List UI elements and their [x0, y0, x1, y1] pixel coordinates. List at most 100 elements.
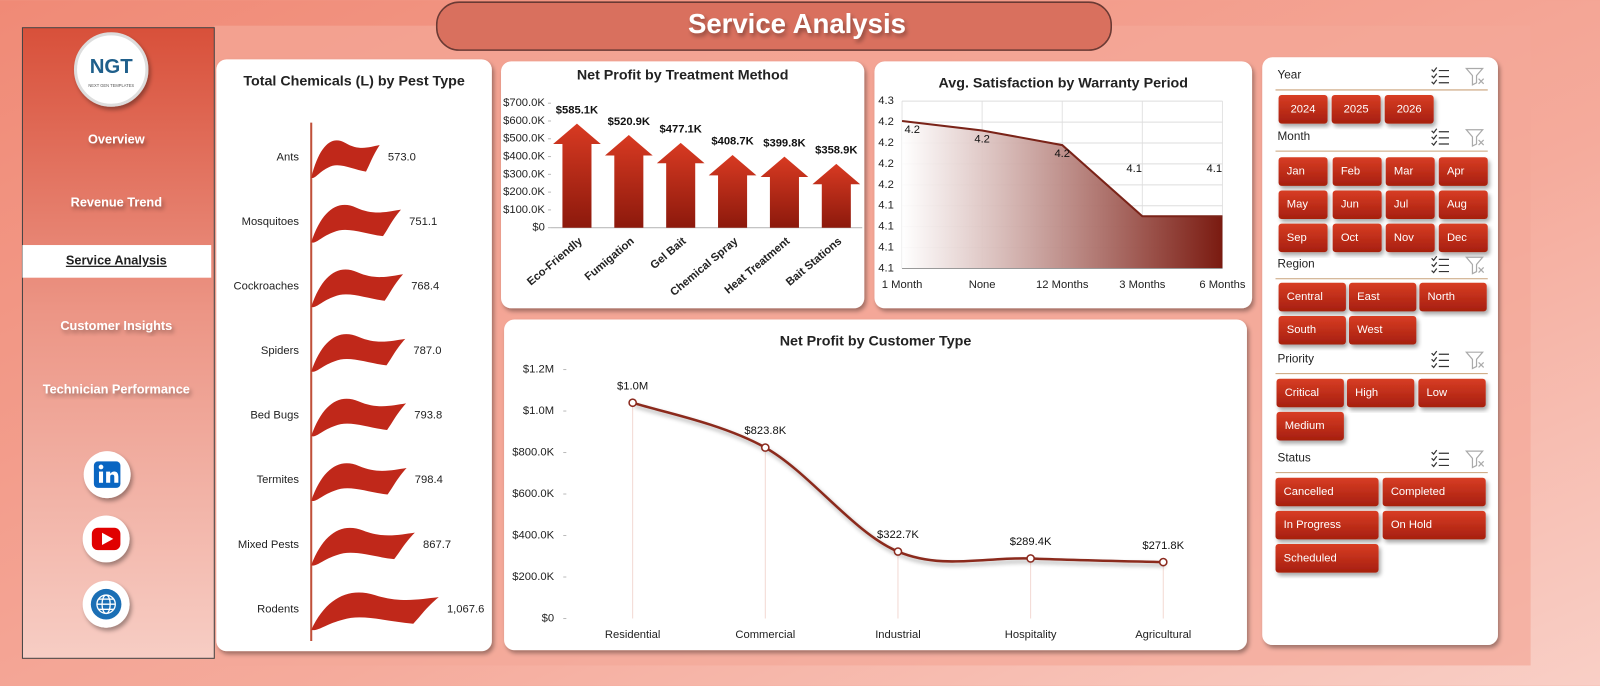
slicer-option[interactable]: On Hold: [1391, 519, 1432, 531]
clear-filter-icon[interactable]: [1464, 256, 1485, 275]
slicer-button[interactable]: [1332, 157, 1382, 186]
slicer-title: Region: [1278, 258, 1315, 271]
multi-select-icon[interactable]: [1431, 128, 1449, 146]
slicer-button[interactable]: [1278, 190, 1328, 220]
slicer-button[interactable]: [1276, 378, 1344, 408]
slicer-option[interactable]: Scheduled: [1284, 552, 1337, 564]
slicer-option[interactable]: 2026: [1397, 103, 1422, 115]
nav-item[interactable]: Technician Performance: [43, 381, 190, 396]
data-label: $520.9K: [608, 116, 650, 128]
slicer-option[interactable]: South: [1287, 324, 1316, 336]
slicer-button[interactable]: [1275, 544, 1379, 573]
slicer-button[interactable]: [1438, 223, 1488, 253]
slicer-button[interactable]: [1438, 190, 1488, 220]
nav-item[interactable]: Service Analysis: [66, 253, 167, 268]
y-tick-label: $200.0K: [503, 186, 545, 198]
slicer-button[interactable]: [1278, 315, 1346, 345]
slicer-button[interactable]: [1348, 282, 1417, 312]
slicer-option[interactable]: Critical: [1285, 387, 1319, 399]
slicer-option[interactable]: Jun: [1341, 199, 1359, 211]
bar: [311, 463, 407, 501]
slicer-button[interactable]: [1278, 95, 1328, 124]
slicer-button[interactable]: [1418, 378, 1486, 408]
nav-item[interactable]: Overview: [88, 131, 145, 146]
data-label: 798.4: [415, 474, 443, 486]
clear-filter-icon[interactable]: [1464, 67, 1485, 86]
slicer-option[interactable]: Cancelled: [1284, 486, 1334, 498]
chart-title: Avg. Satisfaction by Warranty Period: [939, 76, 1188, 92]
globe-lines: [96, 594, 116, 615]
x-tick-label: None: [969, 279, 996, 291]
chart-title: Net Profit by Treatment Method: [577, 67, 789, 83]
bar: [311, 398, 407, 437]
multi-select-icon[interactable]: [1431, 350, 1449, 369]
slicer-button[interactable]: [1278, 282, 1346, 312]
data-label: $823.8K: [744, 425, 786, 437]
slicer-button[interactable]: [1275, 477, 1379, 507]
logo: [73, 32, 149, 107]
slicer-button[interactable]: [1331, 95, 1381, 124]
linkedin-glyph: [98, 471, 104, 483]
social-icons: [82, 451, 131, 628]
nav-item[interactable]: Revenue Trend: [71, 195, 162, 210]
slicer-option[interactable]: In Progress: [1284, 519, 1342, 531]
bar: [656, 142, 705, 228]
slicer-option[interactable]: Central: [1287, 291, 1323, 303]
bar: [812, 163, 861, 228]
slicer-button[interactable]: [1382, 510, 1486, 540]
slicer-button[interactable]: [1278, 223, 1328, 253]
slicer-option[interactable]: High: [1355, 387, 1378, 399]
slicer-option[interactable]: Oct: [1341, 232, 1359, 244]
slicer-option[interactable]: Sep: [1287, 232, 1307, 244]
slicer-button[interactable]: [1275, 510, 1379, 540]
slicer-option[interactable]: East: [1357, 291, 1380, 303]
slicer-option[interactable]: Aug: [1447, 199, 1467, 211]
y-tick-label: 4.2: [878, 137, 894, 149]
slicer-option[interactable]: North: [1428, 291, 1455, 303]
slicer-option[interactable]: Completed: [1391, 486, 1445, 498]
nav-item[interactable]: Customer Insights: [60, 318, 172, 333]
slicer-option[interactable]: 2024: [1291, 103, 1316, 115]
multi-select-icon[interactable]: [1431, 449, 1449, 468]
slicer-option[interactable]: Jul: [1394, 199, 1408, 211]
slicer-button[interactable]: [1382, 477, 1486, 507]
y-tick-label: Rodents: [257, 603, 299, 615]
slicer-button[interactable]: [1438, 157, 1488, 186]
y-tick-label: 4.1: [878, 221, 894, 233]
y-tick-label: 4.2: [878, 116, 894, 128]
slicer-button[interactable]: [1385, 190, 1435, 220]
slicer-option[interactable]: Feb: [1341, 166, 1360, 178]
slicer-button[interactable]: [1332, 190, 1382, 220]
slicer-button[interactable]: [1385, 157, 1435, 186]
slicer-button[interactable]: [1332, 223, 1382, 253]
slicer-option[interactable]: Apr: [1447, 166, 1465, 178]
slicer-button[interactable]: [1419, 282, 1487, 312]
slicer-button[interactable]: [1278, 157, 1328, 186]
slicer-button[interactable]: [1348, 315, 1417, 345]
data-label: 4.2: [904, 124, 920, 136]
clear-filter-icon[interactable]: [1464, 129, 1485, 148]
slicer-option[interactable]: 2025: [1344, 103, 1369, 115]
clear-filter-icon[interactable]: [1464, 450, 1485, 469]
slicer-option[interactable]: Mar: [1394, 166, 1414, 178]
y-tick-label: $700.0K: [503, 97, 545, 109]
y-tick-label: Spiders: [261, 345, 299, 357]
point: [1158, 557, 1168, 567]
bar: [311, 334, 406, 372]
slicer-option[interactable]: May: [1287, 199, 1309, 211]
slicer-option[interactable]: Low: [1427, 387, 1448, 399]
x-tick-label: 12 Months: [1036, 279, 1089, 291]
slicer-button[interactable]: [1276, 411, 1344, 441]
y-tick-label: 4.1: [878, 200, 894, 212]
slicer-button[interactable]: [1385, 223, 1435, 253]
slicer-option[interactable]: Dec: [1447, 232, 1467, 244]
multi-select-icon[interactable]: [1431, 255, 1449, 274]
slicer-button[interactable]: [1346, 378, 1415, 408]
clear-filter-icon[interactable]: [1464, 351, 1485, 370]
slicer-button[interactable]: [1384, 95, 1434, 124]
slicer-option[interactable]: West: [1357, 324, 1383, 336]
slicer-option[interactable]: Medium: [1285, 420, 1325, 432]
slicer-option[interactable]: Jan: [1287, 166, 1305, 178]
multi-select-icon[interactable]: [1431, 67, 1449, 85]
slicer-option[interactable]: Nov: [1394, 232, 1414, 244]
